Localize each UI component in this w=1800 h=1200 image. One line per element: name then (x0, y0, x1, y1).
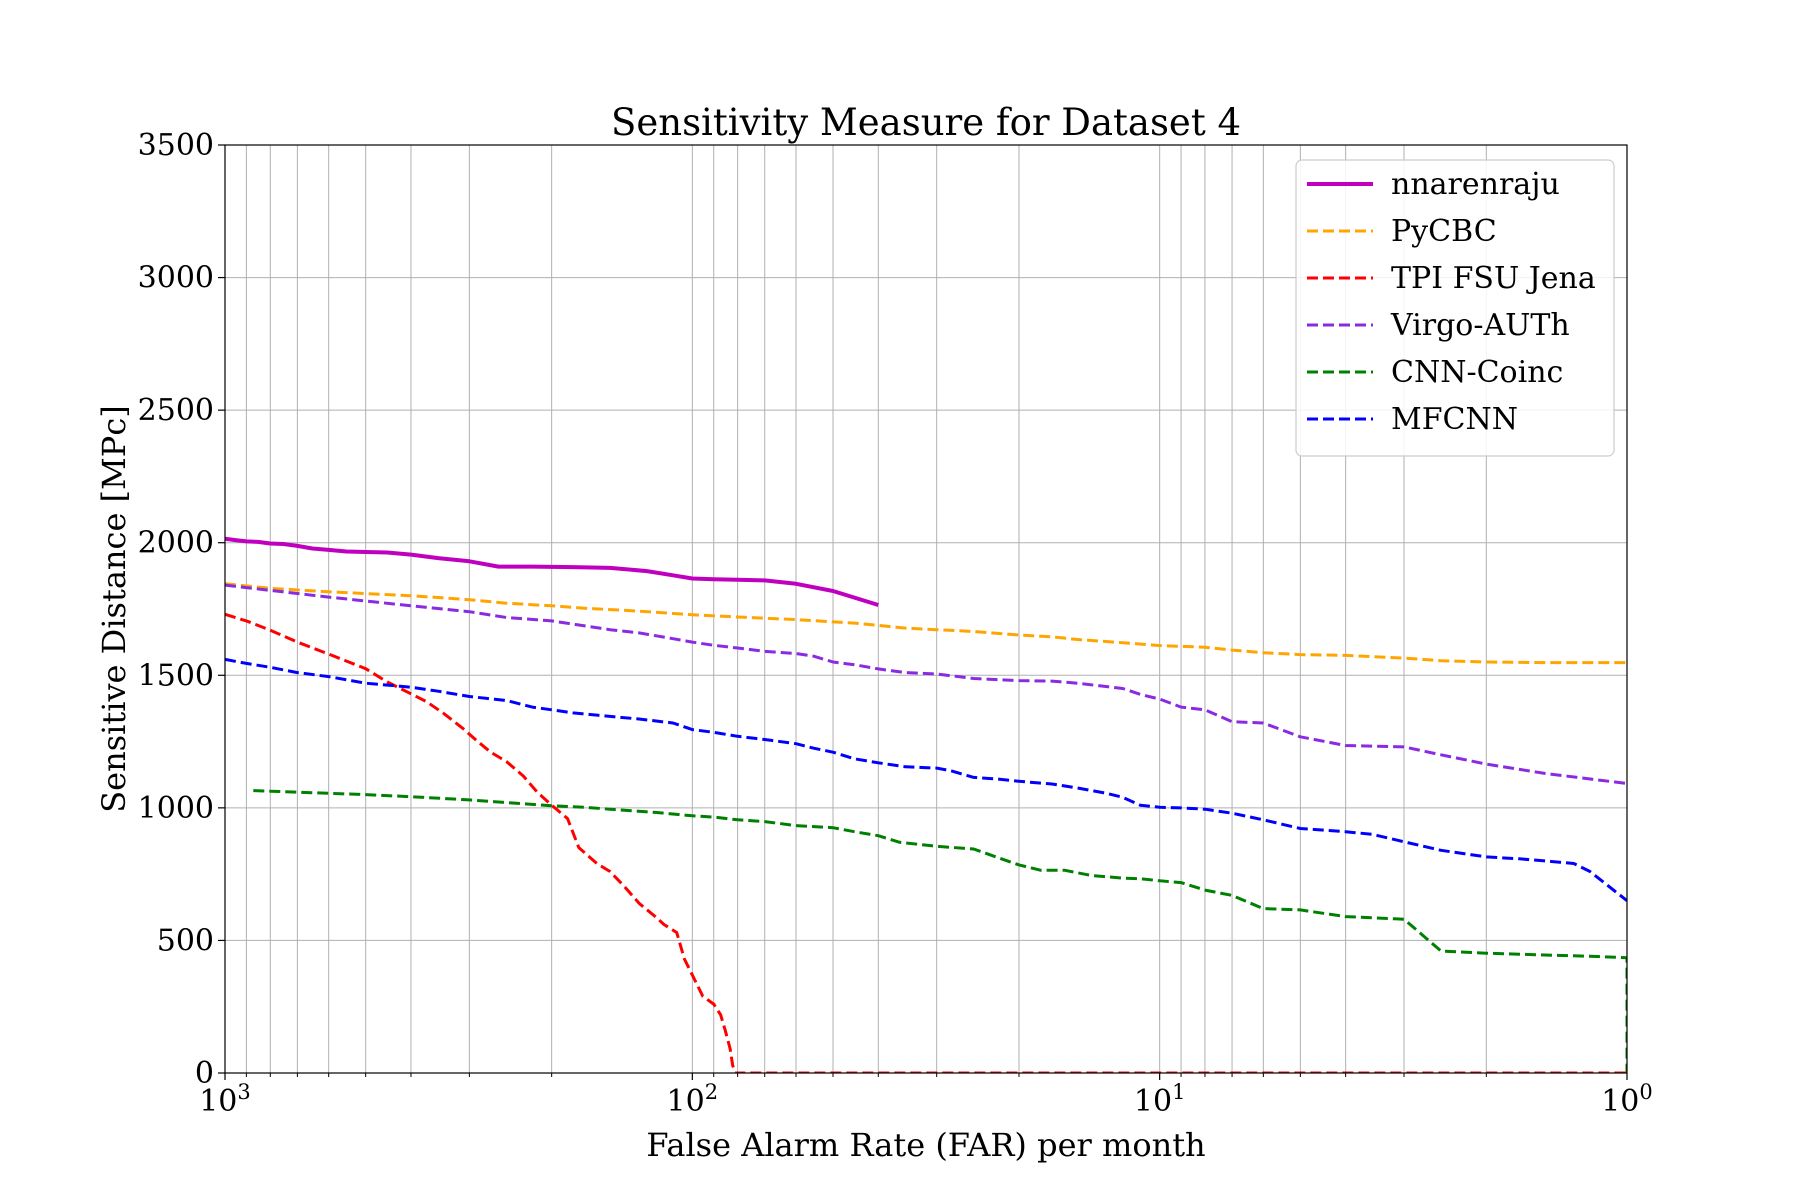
legend-label: CNN-Coinc (1391, 355, 1563, 390)
series-line-nnarenraju (225, 536, 879, 607)
y-axis-label: Sensitive Distance [MPc] (95, 405, 133, 812)
y-tick-label: 0 (195, 1056, 214, 1091)
series-line-cnn-coinc (253, 789, 1627, 1073)
y-tick-label: 3000 (138, 261, 214, 296)
y-tick-label: 500 (157, 923, 214, 958)
x-axis-label: False Alarm Rate (FAR) per month (646, 1126, 1205, 1164)
legend-label: PyCBC (1391, 214, 1497, 249)
chart-title: Sensitivity Measure for Dataset 4 (611, 101, 1241, 144)
series-layer (225, 536, 1627, 1073)
series-line-tpi-fsu-jena (225, 612, 1627, 1073)
series-line-mfcnn (225, 657, 1627, 902)
legend-label: MFCNN (1391, 402, 1518, 437)
series-line-virgo-auth (225, 583, 1627, 785)
y-tick-label: 1500 (138, 658, 214, 693)
legend-label: nnarenraju (1391, 167, 1560, 202)
y-tick-label: 1000 (138, 791, 214, 826)
y-tick-label: 2000 (138, 526, 214, 561)
plot-frame (224, 144, 1628, 1074)
legend: nnarenraju PyCBC TPI FSU Jena Virgo-AUTh CNN… (1295, 159, 1615, 457)
legend-label: Virgo-AUTh (1390, 308, 1570, 343)
y-tick-label: 3500 (138, 128, 214, 163)
series-line-pycbc (225, 582, 1627, 665)
y-tick-label: 2500 (138, 393, 214, 428)
legend-label: TPI FSU Jena (1391, 261, 1596, 296)
legend-box (1295, 159, 1615, 457)
y-axis: 0 500 1000 1500 2000 2500 3000 3500 (138, 128, 225, 1091)
